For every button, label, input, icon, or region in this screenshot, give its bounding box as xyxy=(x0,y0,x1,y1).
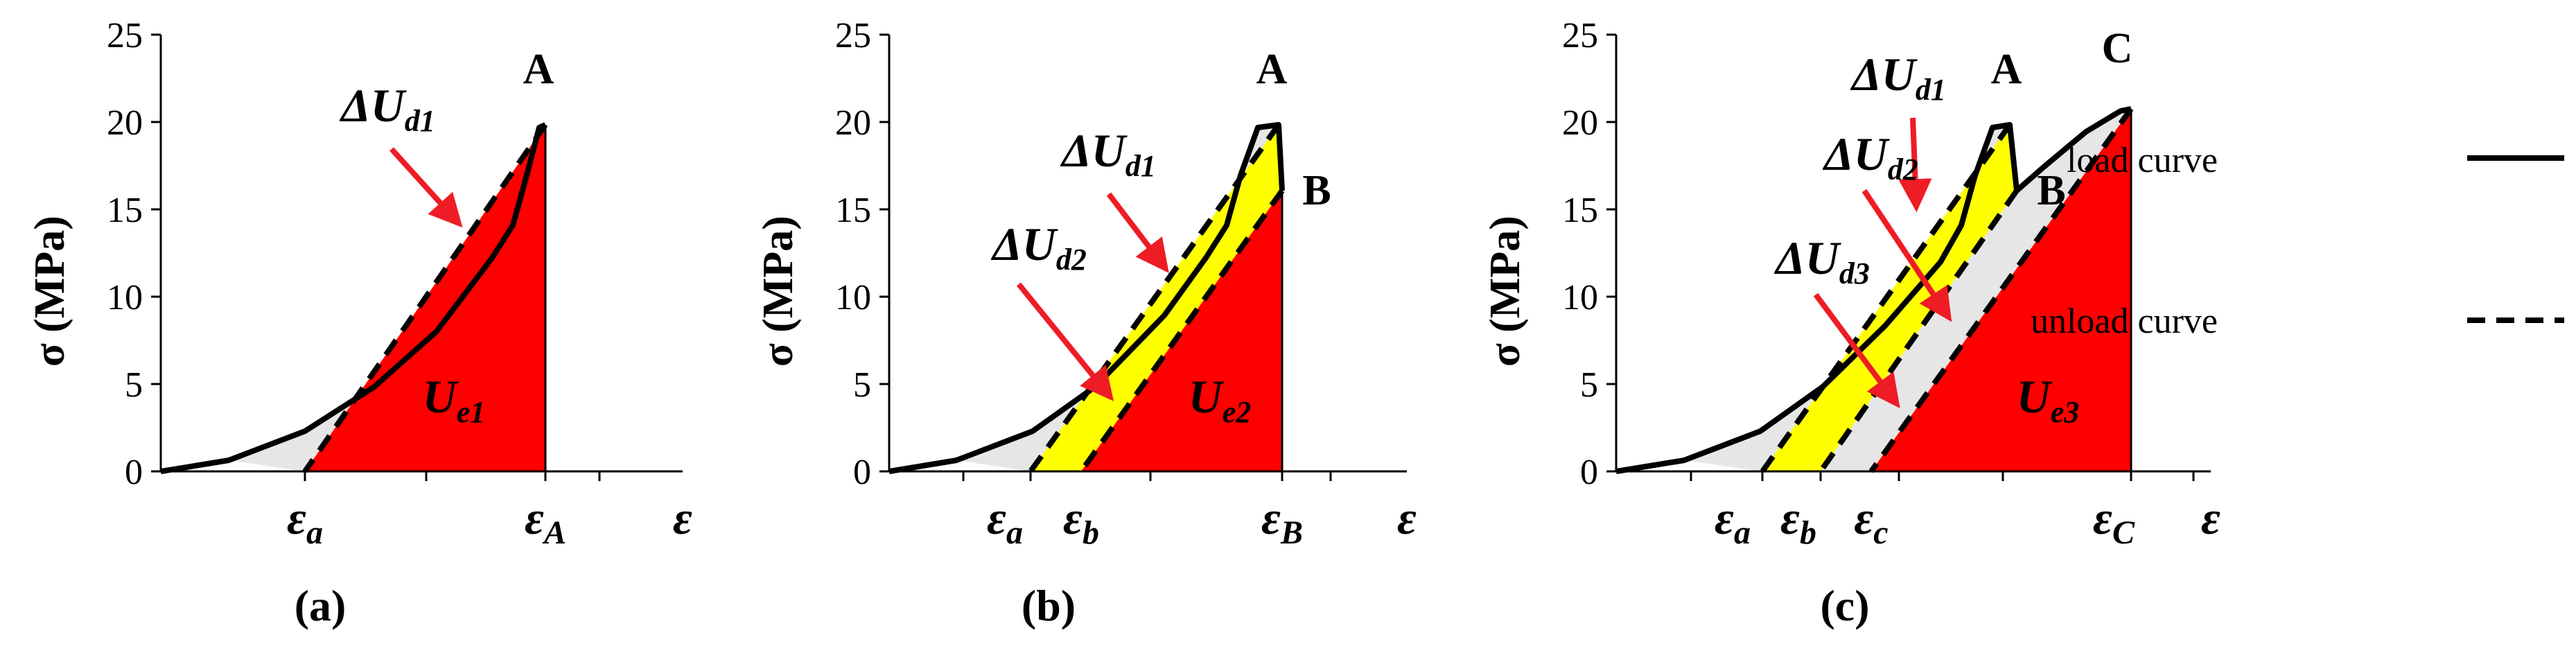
y-tick-label: 20 xyxy=(107,103,143,143)
load-curve xyxy=(888,122,1285,474)
y-tick-label: 10 xyxy=(1562,278,1598,317)
chart-panel-2: 0 5 10 15 20 25 σ (MPa) εa εb εB ε A B ΔUd1 ΔUd2 Ue2 (b) xyxy=(755,16,1417,630)
region-arrow-d1 xyxy=(389,147,463,228)
point-label-A: A xyxy=(1991,46,2022,93)
region-ue2 xyxy=(1081,191,1282,471)
region-label-d1: ΔUd1 xyxy=(1850,48,1946,107)
point-label-C: C xyxy=(2102,25,2133,72)
y-tick-label: 5 xyxy=(125,365,143,405)
panel-label: (b) xyxy=(1022,581,1076,630)
panel-label: (c) xyxy=(1820,581,1869,630)
y-axis-label: σ (MPa) xyxy=(755,216,802,367)
region-label-d2: ΔUd2 xyxy=(990,218,1087,277)
region-label-e3: Ue3 xyxy=(2017,370,2080,429)
x-axis-symbol: ε xyxy=(2201,491,2220,544)
y-tick-label: 10 xyxy=(107,278,143,317)
x-tick-label-epsilon-C: εC xyxy=(2093,491,2135,551)
y-tick-label: 25 xyxy=(835,16,871,55)
unload-curve-a xyxy=(302,123,548,473)
region-arrow-d2 xyxy=(1861,189,1952,322)
region-label-d3: ΔUd3 xyxy=(1773,232,1870,290)
unload-curve-a xyxy=(1028,123,1281,473)
region-arrow-d1 xyxy=(1106,192,1169,273)
region-arrow-d2 xyxy=(1016,282,1114,401)
x-tick-label-epsilon-b: εb xyxy=(1063,491,1099,551)
legend-unload-label: unload curve xyxy=(2031,302,2218,341)
y-tick-label: 20 xyxy=(1562,103,1598,143)
panel-label: (a) xyxy=(295,581,347,630)
load-curve xyxy=(160,122,547,474)
y-tick-label: 15 xyxy=(835,191,871,230)
chart-panel-3: 0 5 10 15 20 25 σ (MPa) εa εb εc εC ε A B C ΔUd1 ΔUd2 ΔUd… xyxy=(1482,16,2220,630)
x-tick-label-epsilon-b: εb xyxy=(1780,491,1816,551)
x-tick-label-epsilon-A: εA xyxy=(525,491,566,551)
unload-curve-c xyxy=(1868,107,2134,473)
x-tick-label-epsilon-a: εa xyxy=(987,491,1023,551)
legend-load-label: load curve xyxy=(2067,141,2218,180)
y-axis-label: σ (MPa) xyxy=(26,216,73,367)
y-tick-label: 10 xyxy=(835,278,871,317)
y-tick-label: 0 xyxy=(853,453,871,492)
region-arrow-d1 xyxy=(1898,117,1932,213)
x-tick-label-epsilon-a: εa xyxy=(1715,491,1751,551)
y-axis-label: σ (MPa) xyxy=(1482,216,1529,367)
region-arrow-d3 xyxy=(1813,293,1900,408)
region-label-d1: ΔUd1 xyxy=(1060,124,1156,183)
x-tick-label-epsilon-c: εc xyxy=(1854,491,1888,551)
y-tick-label: 20 xyxy=(835,103,871,143)
y-tick-label: 25 xyxy=(107,16,143,55)
unload-curve-a xyxy=(1760,123,2013,473)
y-tick-label: 15 xyxy=(1562,191,1598,230)
y-tick-label: 5 xyxy=(853,365,871,405)
y-tick-label: 0 xyxy=(1580,453,1598,492)
region-label-d1: ΔUd1 xyxy=(339,79,435,138)
point-label-B: B xyxy=(2037,167,2065,214)
region-label-e1: Ue1 xyxy=(423,370,486,429)
region-label-d2: ΔUd2 xyxy=(1822,128,1918,186)
point-label-A: A xyxy=(1256,46,1288,93)
point-label-A: A xyxy=(523,46,554,93)
y-tick-label: 5 xyxy=(1580,365,1598,405)
y-tick-label: 0 xyxy=(125,453,143,492)
x-tick-label-epsilon-B: εB xyxy=(1261,491,1303,551)
point-label-B: B xyxy=(1302,167,1331,214)
region-label-e2: Ue2 xyxy=(1189,370,1252,429)
x-tick-label-epsilon-a: εa xyxy=(287,491,323,551)
y-tick-label: 25 xyxy=(1562,16,1598,55)
x-axis-symbol: ε xyxy=(1397,491,1417,544)
legend: load curve unload curve xyxy=(2031,141,2564,341)
y-tick-label: 15 xyxy=(107,191,143,230)
x-axis-symbol: ε xyxy=(673,491,692,544)
